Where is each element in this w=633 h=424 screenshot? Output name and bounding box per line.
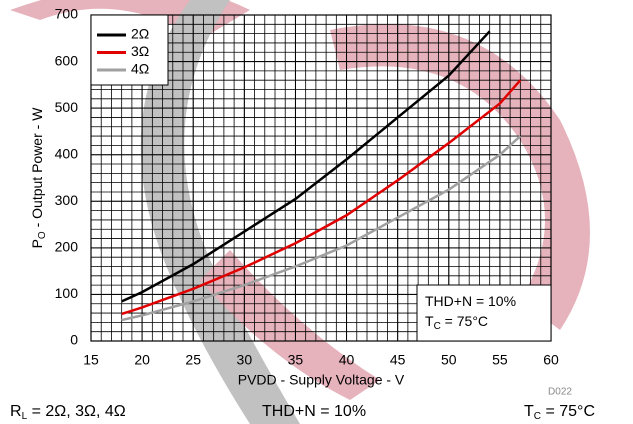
footer-text-part: THD+N = 10% (262, 403, 366, 420)
footer-text-part: R (10, 403, 22, 420)
footer-text: TC = 75°C (524, 403, 595, 421)
y-tick-label: 600 (55, 52, 79, 68)
legend-label: 4Ω (131, 61, 149, 77)
x-tick-label: 40 (339, 352, 355, 368)
x-tick-label: 35 (288, 352, 304, 368)
annotation-text-part: C (434, 321, 441, 332)
y-tick-label: 200 (55, 239, 79, 255)
y-axis-label: PO - Output Power - W (29, 107, 48, 249)
y-tick-label: 500 (55, 99, 79, 115)
x-axis-label: PVDD - Supply Voltage - V (238, 372, 405, 388)
footer-text: RL = 2Ω, 3Ω, 4Ω (10, 403, 126, 421)
x-tick-label: 50 (441, 352, 457, 368)
series-line (121, 79, 522, 316)
y-axis-label-part: - Output Power - W (29, 107, 45, 231)
annotation-text-part: = 75°C (441, 313, 488, 329)
series-line (121, 135, 522, 322)
footer-text-part: C (534, 411, 541, 422)
y-axis-label-part: O (37, 231, 48, 239)
plot-frame (90, 14, 552, 342)
annotation-text-part: T (425, 313, 434, 329)
y-tick-label: 300 (55, 192, 79, 208)
annotation-text: TC = 75°C (425, 313, 488, 332)
y-tick-label: 700 (55, 6, 79, 22)
y-tick-label: 0 (70, 332, 78, 348)
footer-text: THD+N = 10% (262, 403, 366, 420)
legend-label: 2Ω (131, 26, 149, 42)
x-tick-label: 20 (134, 352, 150, 368)
x-tick-label: 60 (543, 352, 559, 368)
labels: 15 20 25 30 35 40 45 50 55 6001002003004005006007… (10, 6, 595, 422)
legend-box (90, 14, 169, 86)
annotation-text-part: THD+N = 10% (425, 293, 516, 309)
x-tick-label: 15 (83, 352, 99, 368)
footer-text-part: L (22, 411, 28, 422)
x-tick-label: 45 (390, 352, 406, 368)
y-tick-label: 400 (55, 145, 79, 161)
series-line (121, 30, 491, 303)
annotation-text: THD+N = 10% (425, 293, 516, 309)
annotation-box (416, 284, 552, 342)
y-axis-label-part: P (29, 239, 45, 248)
watermark (10, 0, 590, 424)
y-tick-label: 100 (55, 285, 79, 301)
x-tick-label: 55 (492, 352, 508, 368)
legend-label: 3Ω (131, 43, 149, 59)
footer-text-part: = 2Ω, 3Ω, 4Ω (27, 403, 126, 420)
series-lines (121, 30, 522, 322)
figure-id: D022 (548, 387, 572, 398)
x-tick-label: 25 (185, 352, 201, 368)
footer-text-part: T (524, 403, 534, 420)
x-tick-label: 30 (237, 352, 253, 368)
footer-text-part: = 75°C (541, 403, 595, 420)
